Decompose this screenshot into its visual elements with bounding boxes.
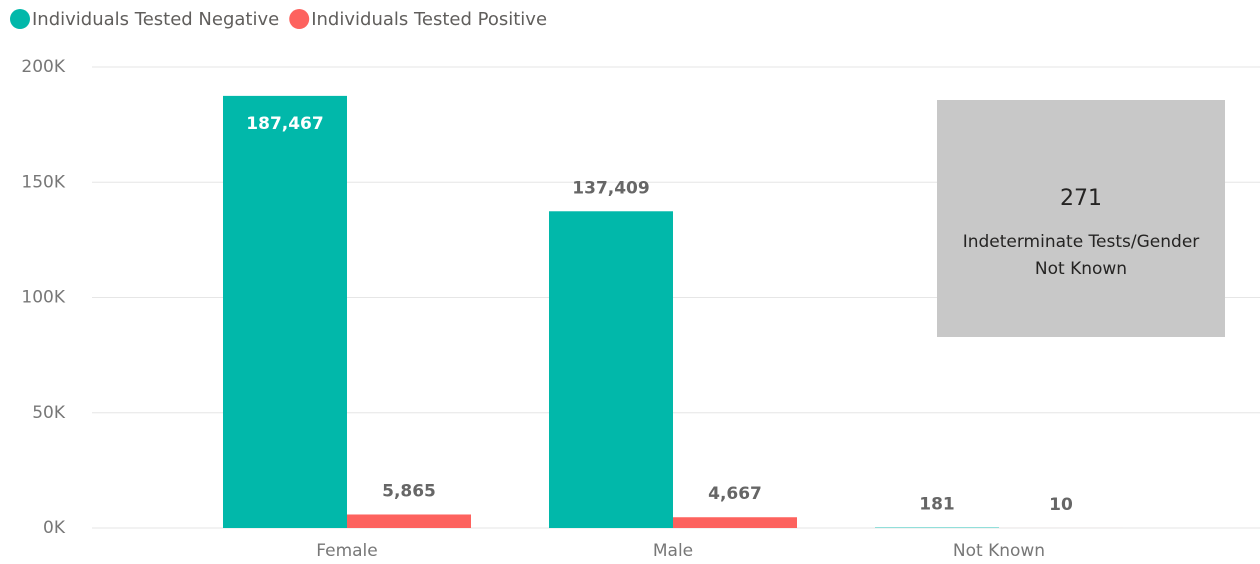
y-tick-label: 0K (43, 518, 66, 538)
data-label: 4,667 (708, 484, 762, 504)
legend-label: Individuals Tested Positive (311, 9, 547, 30)
y-tick-label: 200K (21, 57, 65, 77)
annotation-label: Indeterminate Tests/Gender Not Known (962, 232, 1200, 279)
annotation-card: 271 Indeterminate Tests/Gender Not Known (937, 100, 1225, 337)
x-tick-label: Male (653, 541, 693, 561)
data-label: 187,467 (246, 114, 323, 134)
x-tick-label: Not Known (953, 541, 1045, 561)
bar (673, 517, 797, 528)
annotation-value: 271 (1060, 186, 1102, 211)
legend-swatch (289, 9, 310, 29)
data-label: 10 (1049, 495, 1073, 515)
x-tick-label: Female (316, 541, 377, 561)
data-label: 137,409 (572, 178, 649, 198)
y-tick-label: 150K (21, 172, 65, 192)
bar (347, 514, 471, 528)
y-tick-label: 100K (21, 288, 65, 308)
y-tick-label: 50K (32, 403, 66, 423)
data-label: 181 (919, 495, 955, 515)
bar (223, 95, 347, 529)
bar (549, 211, 673, 528)
data-label: 5,865 (382, 481, 436, 501)
legend-label: Individuals Tested Negative (32, 9, 279, 30)
legend-swatch (10, 9, 30, 29)
